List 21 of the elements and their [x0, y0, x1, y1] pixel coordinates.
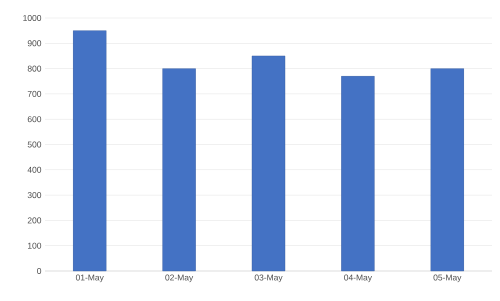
y-tick-label: 600	[28, 116, 42, 122]
y-tick-label: 300	[28, 192, 42, 198]
y-tick-label: 200	[28, 217, 42, 224]
bar	[341, 76, 375, 272]
y-tick-label: 500	[28, 142, 42, 148]
x-tick-label: 02-May	[165, 274, 194, 282]
x-tick-label: 01-May	[76, 274, 104, 282]
bar	[252, 56, 286, 272]
y-tick-label: 800	[28, 66, 42, 72]
y-tick-label: 0	[37, 268, 42, 274]
y-tick-label: 1000	[23, 15, 42, 21]
x-tick-label: 04-May	[344, 274, 372, 282]
y-tick-label: 700	[28, 90, 42, 97]
bar	[73, 30, 106, 272]
x-tick-label: 03-May	[254, 274, 283, 282]
bar	[430, 68, 464, 272]
y-tick-label: 100	[28, 242, 42, 249]
y-tick-label: 900	[28, 40, 42, 46]
x-tick-label: 05-May	[434, 274, 462, 282]
bar	[162, 68, 196, 272]
y-tick-label: 400	[28, 166, 42, 173]
